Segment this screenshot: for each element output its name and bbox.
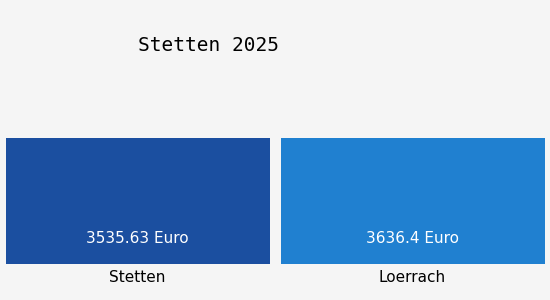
Text: 3636.4 Euro: 3636.4 Euro — [366, 231, 459, 246]
Bar — [6, 138, 270, 264]
Text: Stetten 2025: Stetten 2025 — [139, 36, 279, 55]
Bar — [280, 138, 544, 264]
Text: 3535.63 Euro: 3535.63 Euro — [86, 231, 189, 246]
Text: Stetten: Stetten — [109, 270, 166, 285]
Text: Loerrach: Loerrach — [379, 270, 446, 285]
